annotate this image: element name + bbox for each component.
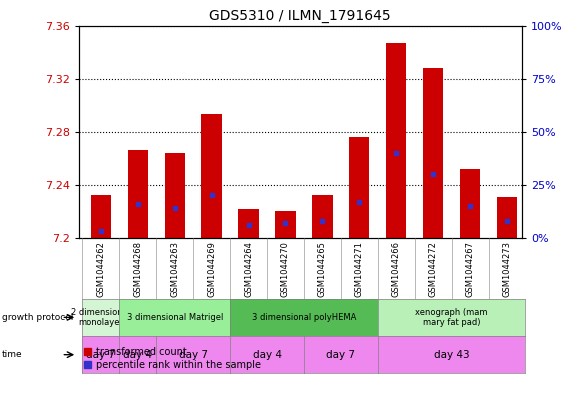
Bar [91,195,111,238]
Bar [497,196,517,238]
Text: day 4: day 4 [252,350,282,360]
Text: 3 dimensional Matrigel: 3 dimensional Matrigel [127,313,223,322]
Text: 2 dimensional
monolayer: 2 dimensional monolayer [71,308,131,327]
Bar [349,137,370,238]
Bar [164,153,185,238]
Text: GSM1044269: GSM1044269 [207,241,216,297]
Title: GDS5310 / ILMN_1791645: GDS5310 / ILMN_1791645 [209,9,391,23]
Text: GSM1044264: GSM1044264 [244,241,253,297]
Text: GSM1044272: GSM1044272 [429,241,438,297]
Text: GSM1044273: GSM1044273 [503,241,511,297]
Text: day 43: day 43 [434,350,469,360]
Bar [128,150,148,238]
Text: time: time [2,350,22,359]
Text: GSM1044266: GSM1044266 [392,241,401,297]
Bar [202,114,222,238]
Bar [386,43,406,238]
Text: GSM1044271: GSM1044271 [355,241,364,297]
Bar [312,195,332,238]
Text: GSM1044270: GSM1044270 [281,241,290,297]
Text: GSM1044265: GSM1044265 [318,241,327,297]
Text: day 4: day 4 [123,350,152,360]
Text: day 7: day 7 [326,350,356,360]
Text: GSM1044262: GSM1044262 [96,241,106,297]
Text: day 7: day 7 [86,350,115,360]
Legend: transformed count, percentile rank within the sample: transformed count, percentile rank withi… [83,347,261,370]
Bar [460,169,480,238]
Text: xenograph (mam
mary fat pad): xenograph (mam mary fat pad) [415,308,488,327]
Text: GSM1044267: GSM1044267 [466,241,475,297]
Text: 3 dimensional polyHEMA: 3 dimensional polyHEMA [252,313,356,322]
Text: GSM1044263: GSM1044263 [170,241,179,297]
Text: GSM1044268: GSM1044268 [134,241,142,297]
Text: growth protocol: growth protocol [2,313,73,322]
Text: day 7: day 7 [178,350,208,360]
Bar [275,211,296,238]
Bar [238,209,259,238]
Bar [423,68,443,238]
